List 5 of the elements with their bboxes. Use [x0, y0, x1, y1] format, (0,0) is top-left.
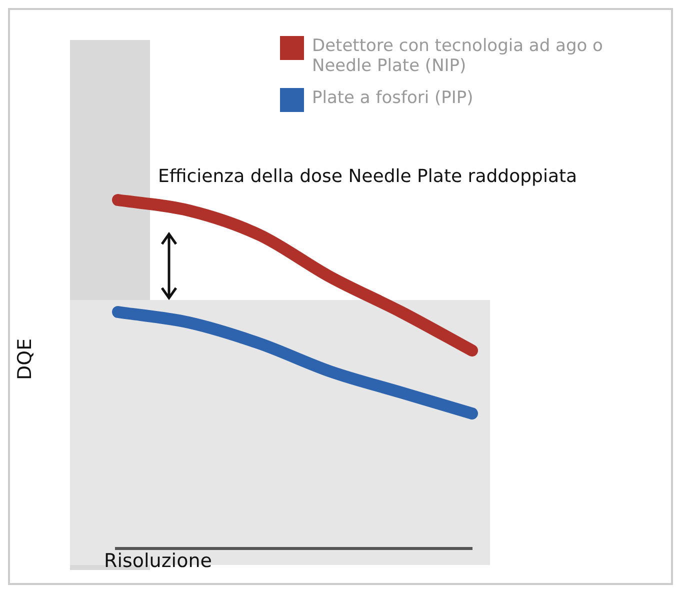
y-axis-title: DQE: [14, 338, 36, 380]
legend-label: Plate a fosfori (PIP): [312, 88, 474, 108]
text: Efficienza della dose Needle Plate raddoppiata: [158, 166, 578, 187]
x-axis-title: Risoluzione: [104, 550, 212, 572]
legend-label: Detettore con tecnologia ad ago o Needle Plate (NIP): [312, 36, 604, 76]
